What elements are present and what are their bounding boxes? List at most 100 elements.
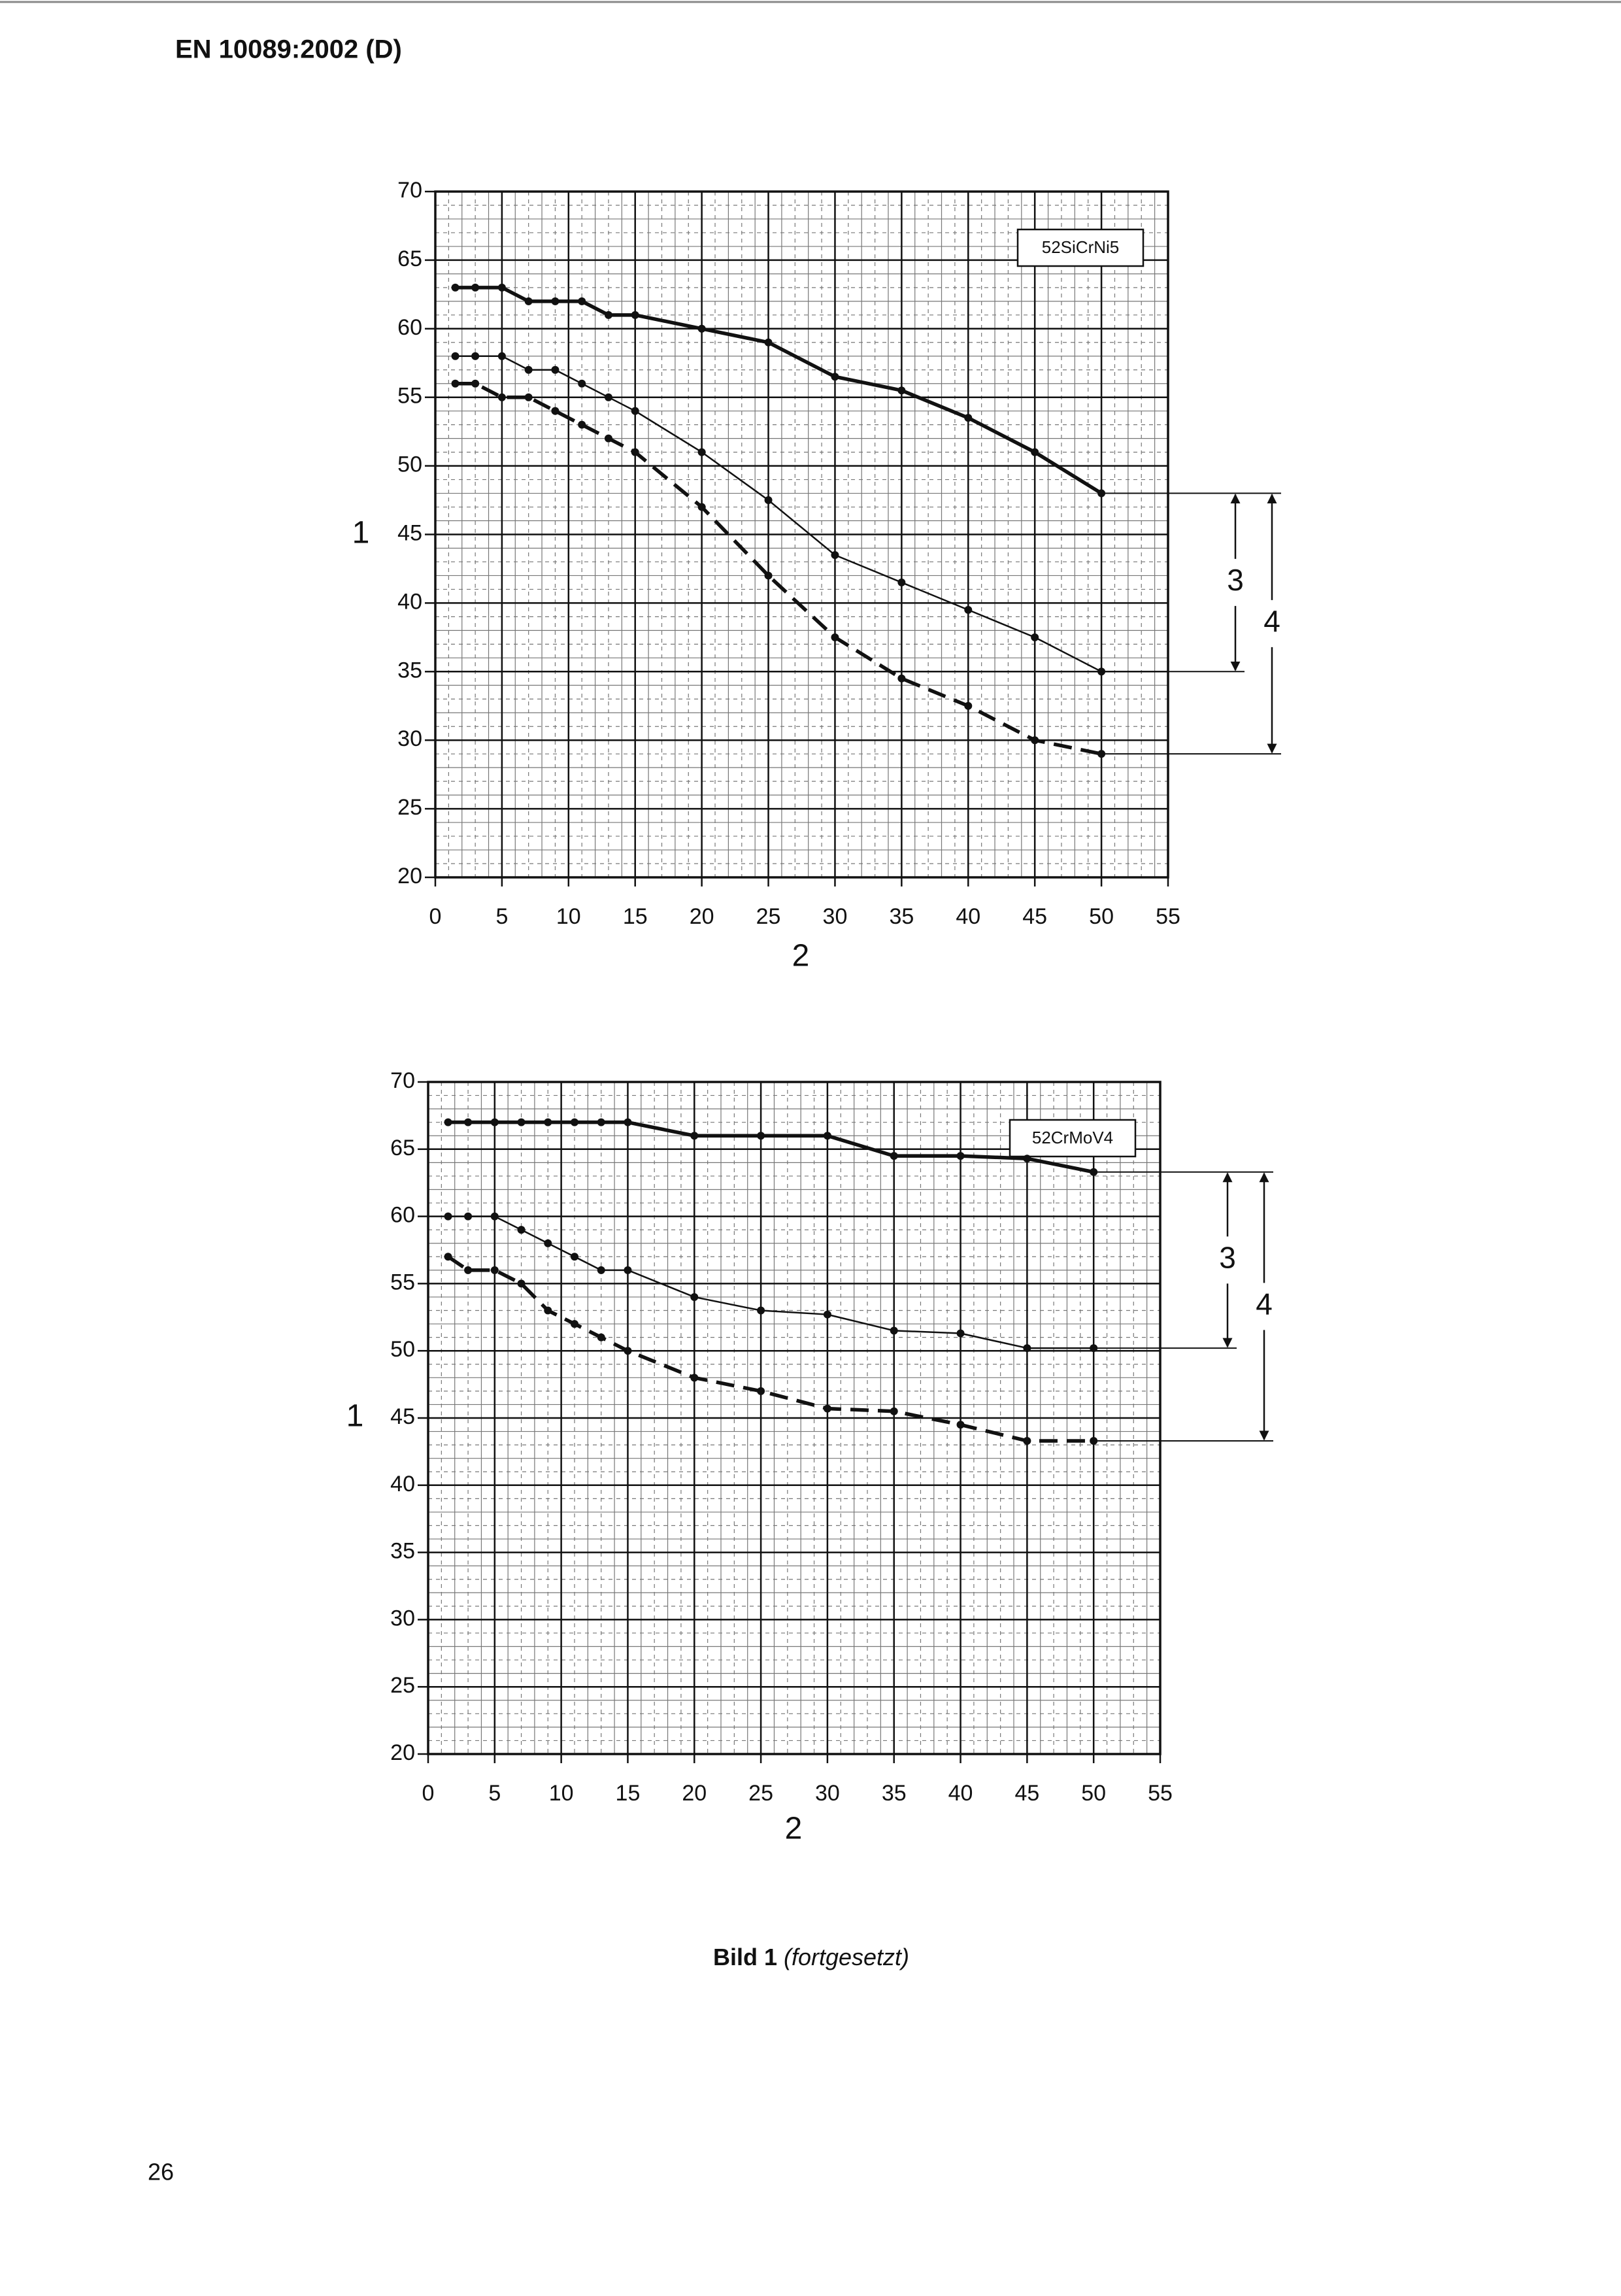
x-tick-label: 45 [1014, 1781, 1039, 1806]
data-point [464, 1266, 473, 1274]
x-tick-label: 20 [690, 904, 714, 929]
grade-box [1016, 228, 1145, 267]
x-tick-label: 30 [823, 904, 848, 929]
data-point [631, 311, 639, 319]
series-line [448, 1215, 1094, 1349]
x-tick-label: 5 [495, 904, 508, 929]
y-tick-label: 45 [390, 1404, 415, 1429]
y-tick-label: 60 [397, 315, 422, 340]
data-point [631, 407, 639, 415]
data-point [897, 578, 906, 586]
data-point [964, 414, 973, 422]
y-tick-label: 25 [397, 795, 422, 820]
data-point [517, 1279, 526, 1288]
y-tick-label: 50 [397, 452, 422, 477]
data-point [697, 448, 706, 456]
y-tick-label: 35 [390, 1539, 415, 1564]
data-point [890, 1152, 898, 1160]
series-line [455, 381, 1102, 756]
x-axis-label: 2 [792, 939, 810, 973]
data-point [517, 1226, 526, 1234]
bracket-label: 4 [1256, 1287, 1273, 1321]
data-point [757, 1132, 765, 1140]
caption-label: Bild 1 [713, 1944, 777, 1970]
x-tick-label: 55 [1156, 904, 1180, 929]
data-point [897, 386, 906, 395]
data-point [890, 1326, 898, 1335]
data-point [451, 283, 460, 292]
y-tick-label: 60 [390, 1203, 415, 1228]
data-point [757, 1387, 765, 1395]
data-point [597, 1266, 605, 1274]
data-point [831, 373, 839, 381]
data-point [578, 379, 586, 388]
y-tick-label: 65 [397, 246, 422, 271]
bracket-label: 4 [1263, 604, 1280, 638]
y-tick-label: 65 [390, 1136, 415, 1160]
data-point [524, 393, 533, 401]
x-tick-label: 40 [948, 1781, 973, 1806]
page-number: 26 [148, 2159, 174, 2186]
data-point [697, 324, 706, 333]
y-tick-label: 50 [390, 1337, 415, 1362]
y-tick-label: 25 [390, 1673, 415, 1698]
data-point [451, 379, 460, 388]
data-point [697, 503, 706, 511]
data-point [1023, 1344, 1031, 1353]
data-point [631, 448, 639, 456]
x-tick-label: 20 [682, 1781, 707, 1806]
data-point [1023, 1436, 1031, 1445]
data-point [823, 1310, 831, 1319]
data-point [964, 701, 973, 710]
chart: 0 5 10 15 20 25 30 35 40 45 50 55 20 25 30 35 40 45 50 55 60… [346, 1068, 1273, 1846]
data-point [690, 1292, 699, 1301]
plot-frame [434, 190, 1169, 879]
series-line [455, 355, 1102, 673]
chart: 0 5 10 15 20 25 30 35 40 45 50 55 20 25 30 35 40 45 50 55 60… [352, 178, 1281, 973]
x-tick-label: 55 [1148, 1781, 1173, 1806]
y-tick-label: 70 [390, 1068, 415, 1093]
data-point [831, 550, 839, 559]
data-point [497, 283, 506, 292]
data-point [471, 379, 480, 388]
y-tick-label: 35 [397, 658, 422, 683]
x-tick-label: 50 [1081, 1781, 1106, 1806]
data-point [1031, 736, 1039, 745]
grade-label: 52SiCrNi5 [1042, 237, 1120, 257]
y-tick-label: 40 [397, 589, 422, 614]
data-point [451, 352, 460, 360]
data-point [490, 1266, 499, 1274]
data-point [544, 1306, 552, 1315]
data-point [497, 393, 506, 401]
plot-frame [427, 1081, 1161, 1755]
grade-label: 52CrMoV4 [1032, 1128, 1113, 1147]
data-point [757, 1306, 765, 1315]
data-point [471, 283, 480, 292]
data-point [490, 1212, 499, 1221]
data-point [471, 352, 480, 360]
data-point [956, 1329, 965, 1338]
data-point [604, 311, 612, 319]
bracket-label: 3 [1227, 563, 1244, 597]
x-tick-label: 15 [616, 1781, 641, 1806]
data-point [956, 1421, 965, 1429]
data-point [464, 1118, 473, 1126]
x-tick-label: 30 [815, 1781, 840, 1806]
y-tick-label: 20 [397, 864, 422, 888]
data-point [890, 1407, 898, 1415]
data-point [690, 1132, 699, 1140]
x-tick-label: 15 [623, 904, 648, 929]
data-point [444, 1253, 452, 1261]
y-tick-label: 30 [390, 1606, 415, 1630]
data-point [624, 1266, 632, 1274]
x-tick-label: 45 [1022, 904, 1047, 929]
y-tick-label: 70 [397, 178, 422, 203]
data-point [764, 571, 773, 580]
x-tick-label: 25 [748, 1781, 773, 1806]
data-point [897, 674, 906, 683]
caption-text: (fortgesetzt) [784, 1944, 909, 1970]
bracket-label: 3 [1219, 1241, 1236, 1275]
data-point [624, 1347, 632, 1355]
y-axis-label: 1 [352, 516, 370, 550]
